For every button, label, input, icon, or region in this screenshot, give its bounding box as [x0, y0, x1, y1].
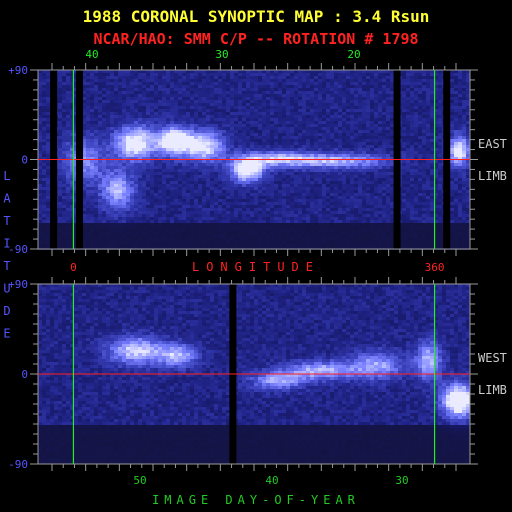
rotation-day-tick-label: 30: [215, 48, 228, 61]
latitude-tick-label: 0: [21, 368, 28, 381]
limb-side-label: LIMB: [478, 383, 507, 397]
latitude-axis-letter: T: [3, 214, 10, 228]
east-limb-panel: +90 0 -90 EAST LIMB 40 30 20 0 360: [8, 48, 507, 274]
day-of-year-tick-label: 50: [133, 474, 146, 487]
limb-side-label: WEST: [478, 351, 507, 365]
longitude-tick-label: 0: [70, 261, 77, 274]
latitude-axis-letter: L: [3, 169, 10, 183]
latitude-axis-letter: A: [3, 192, 11, 206]
day-of-year-tick-label: 40: [265, 474, 278, 487]
latitude-axis-letter: U: [3, 282, 10, 296]
latitude-tick-label: +90: [8, 64, 28, 77]
limb-side-label: LIMB: [478, 169, 507, 183]
latitude-axis-letter: I: [3, 237, 10, 251]
latitude-axis-letter: E: [3, 327, 10, 341]
latitude-axis-letter: T: [3, 259, 10, 273]
day-of-year-tick-label: 30: [395, 474, 408, 487]
latitude-tick-label: 0: [21, 154, 28, 167]
day-of-year-axis-label: IMAGE DAY-OF-YEAR: [152, 493, 360, 507]
figure-title: 1988 CORONAL SYNOPTIC MAP : 3.4 Rsun: [83, 7, 430, 26]
latitude-axis-letter: D: [3, 304, 10, 318]
rotation-day-tick-label: 20: [347, 48, 360, 61]
latitude-tick-label: -90: [8, 458, 28, 471]
latitude-tick-label: +90: [8, 278, 28, 291]
longitude-tick-label: 360: [425, 261, 445, 274]
limb-side-label: EAST: [478, 137, 507, 151]
longitude-axis-label: LONGITUDE: [192, 260, 320, 274]
west-limb-panel: +90 0 -90 WEST LIMB 50 40 30: [8, 277, 507, 487]
latitude-tick-label: -90: [8, 243, 28, 256]
figure-subtitle: NCAR/HAO: SMM C/P -- ROTATION # 1798: [93, 30, 418, 48]
rotation-day-tick-label: 40: [85, 48, 98, 61]
